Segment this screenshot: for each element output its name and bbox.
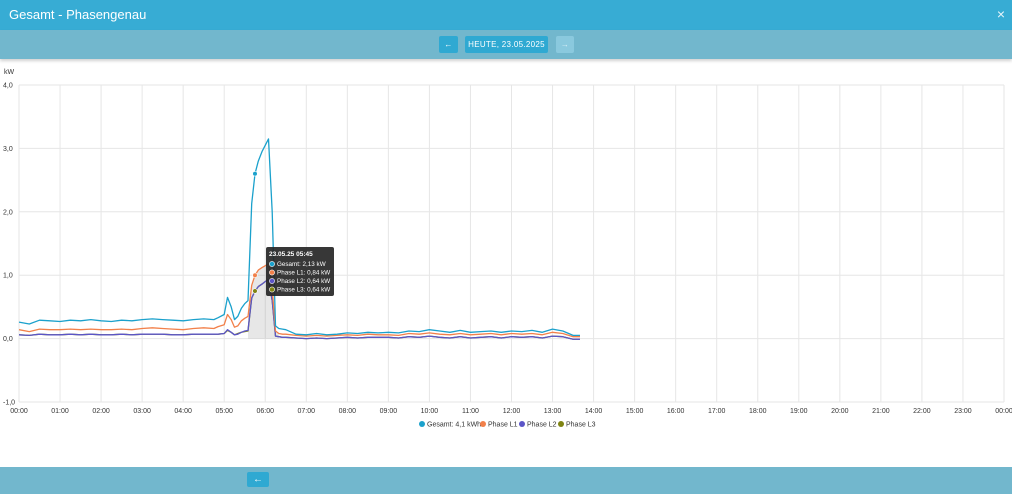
x-tick-label: 12:00	[503, 408, 521, 415]
x-tick-label: 02:00	[92, 408, 110, 415]
chart-legend: Gesamt: 4,1 kWh Phase L1 Phase L2 Phase L3	[419, 421, 596, 429]
date-navigation-bar: ← HEUTE, 23.05.2025 →	[0, 30, 1012, 59]
x-tick-label: 03:00	[133, 408, 151, 415]
y-tick-label: 0,0	[3, 336, 13, 343]
x-tick-label: 13:00	[544, 408, 562, 415]
legend-swatch	[480, 421, 486, 427]
x-tick-label: 14:00	[585, 408, 603, 415]
x-tick-label: 08:00	[339, 408, 357, 415]
tooltip-header: 23.05.25 05:45	[269, 251, 313, 258]
legend-swatch	[419, 421, 425, 427]
tooltip-swatch	[269, 286, 275, 293]
hover-point-1	[252, 272, 258, 278]
tooltip-background	[266, 247, 334, 296]
y-tick-label: 1,0	[3, 273, 13, 280]
previous-day-button[interactable]: ←	[439, 36, 458, 53]
tooltip-row: Phase L2: 0,64 kW	[277, 278, 330, 285]
legend-label: Phase L2	[527, 422, 557, 429]
hover-point-0	[252, 171, 258, 177]
tooltip-row: Gesamt: 2,13 kW	[277, 261, 326, 268]
x-tick-label: 19:00	[790, 408, 808, 415]
tooltip-swatch	[269, 278, 275, 284]
legend-label: Gesamt: 4,1 kWh	[427, 422, 481, 429]
close-icon[interactable]: ×	[996, 6, 1005, 22]
y-axis-label: kW	[4, 69, 15, 76]
x-tick-label: 17:00	[708, 408, 726, 415]
tooltip-swatch	[269, 269, 275, 276]
x-tick-label: 18:00	[749, 408, 767, 415]
x-tick-label: 20:00	[831, 408, 849, 415]
x-tick-label: 07:00	[298, 408, 316, 415]
tooltip-swatch	[269, 261, 275, 267]
arrow-right-icon: →	[560, 40, 570, 49]
chart-tooltip: 23.05.25 05:45 Gesamt: 2,13 kW Phase L1: 0…	[266, 247, 334, 296]
y-tick-label: 3,0	[3, 146, 13, 153]
date-label: HEUTE, 23.05.2025	[468, 40, 545, 49]
x-tick-label: 21:00	[872, 408, 890, 415]
x-tick-label: 16:00	[667, 408, 685, 415]
x-tick-label: 22:00	[913, 408, 931, 415]
series-line-0	[18, 138, 580, 337]
window-title: Gesamt - Phasengenau	[9, 7, 147, 22]
x-tick-label: 15:00	[626, 408, 644, 415]
next-day-button[interactable]: →	[556, 36, 574, 53]
x-tick-label: 23:00	[954, 408, 972, 415]
y-tick-label: 4,0	[3, 83, 13, 90]
x-tick-label: 04:00	[174, 408, 192, 415]
x-tick-label: 06:00	[256, 408, 274, 415]
hover-point-3	[252, 288, 258, 294]
back-button[interactable]: ←	[247, 472, 269, 487]
x-tick-label: 00:00	[995, 408, 1012, 415]
legend-label: Phase L1	[488, 422, 518, 429]
legend-label: Phase L3	[566, 422, 596, 429]
title-bar: Gesamt - Phasengenau ×	[0, 0, 1012, 30]
arrow-left-icon: ←	[444, 40, 453, 49]
footer-bar: ←	[0, 467, 1012, 494]
x-tick-label: 11:00	[462, 408, 479, 415]
arrow-left-icon: ←	[253, 474, 263, 485]
tooltip-row: Phase L1: 0,84 kW	[277, 270, 330, 277]
x-tick-label: 10:00	[421, 408, 439, 415]
x-tick-label: 00:00	[10, 408, 28, 415]
x-tick-label: 05:00	[215, 408, 233, 415]
power-chart: kW 4,0 3,0 2,0 1,0 0,0 -1,0 00:00 01:00 02:00 03:0…	[0, 62, 1012, 434]
y-tick-label: -1,0	[3, 400, 15, 407]
legend-swatch	[519, 421, 525, 427]
date-picker-button[interactable]: HEUTE, 23.05.2025	[465, 36, 548, 53]
x-tick-label: 09:00	[380, 408, 398, 415]
x-tick-label: 01:00	[51, 408, 69, 415]
y-tick-label: 2,0	[3, 209, 13, 216]
power-chart-svg: kW4,03,02,01,00,0-1,000:00 01:00 02:00 03:0…	[3, 69, 1012, 429]
legend-swatch	[558, 421, 564, 427]
tooltip-row: Phase L3: 0,64 kW	[277, 287, 330, 294]
